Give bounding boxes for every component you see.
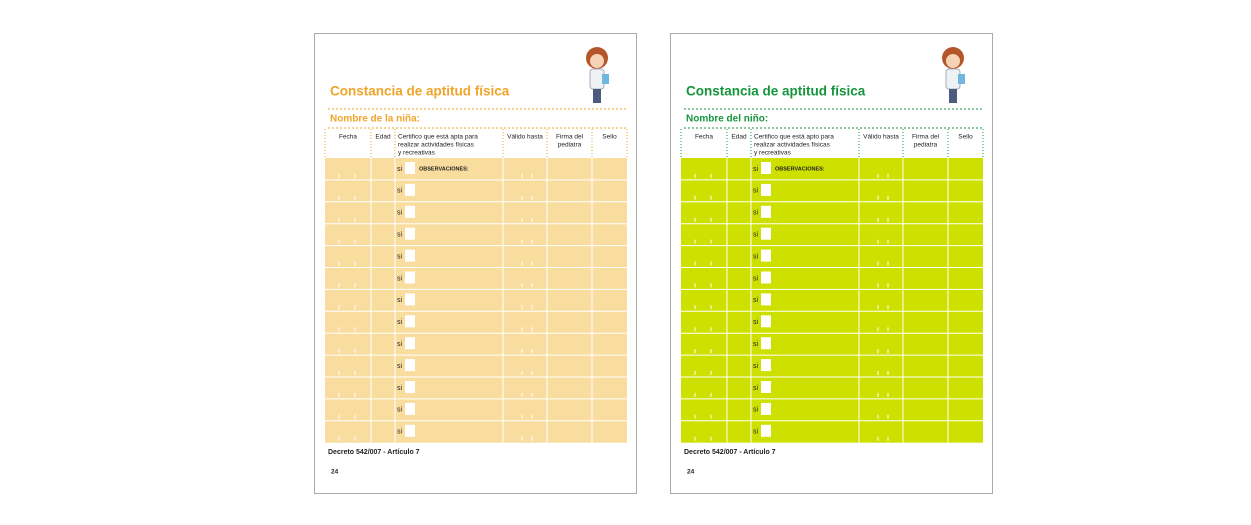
column-header: Certifico que está apto para (754, 134, 834, 141)
row-si: si (397, 407, 403, 414)
checkbox (761, 424, 771, 437)
page-title: Constancia de aptitud física (686, 84, 866, 99)
row-si: si (397, 429, 403, 436)
checkbox (405, 315, 415, 328)
page: Constancia de aptitud física Nombre de la… (314, 33, 637, 494)
column-header: Certifico que está apta para (398, 134, 478, 141)
column-header: pediatra (558, 142, 582, 149)
row-si: si (753, 385, 759, 392)
row-si: si (753, 253, 759, 260)
column-header: Firma del (556, 134, 584, 141)
checkbox (405, 183, 415, 196)
column-header: y recreativas (398, 150, 436, 157)
checkbox (761, 337, 771, 350)
checkbox (405, 162, 415, 174)
checkbox (761, 315, 771, 328)
column-header: realizar actividades físicas (398, 142, 475, 149)
row-si: si (753, 363, 759, 370)
checkbox (405, 337, 415, 350)
row-si: si (397, 253, 403, 260)
checkbox (761, 271, 771, 284)
column-header: Fecha (695, 134, 713, 141)
table-body (325, 158, 627, 443)
checkbox (761, 227, 771, 240)
column-header: Válido hasta (863, 134, 899, 141)
checkbox (761, 359, 771, 372)
column-header: Válido hasta (507, 134, 543, 141)
row-si: si (753, 231, 759, 238)
row-si: si (753, 319, 759, 326)
row-si: si (397, 166, 403, 173)
row-si: si (397, 385, 403, 392)
column-header: pediatra (914, 142, 938, 149)
row-si: si (753, 341, 759, 348)
column-header: Firma del (912, 134, 940, 141)
row-si: si (753, 166, 759, 173)
footer-text: Decreto 542/007 - Artículo 7 (684, 449, 776, 456)
checkbox (405, 402, 415, 415)
checkbox (405, 227, 415, 240)
name-label: Nombre del niño: (686, 114, 768, 125)
row-si: si (753, 275, 759, 282)
checkbox (761, 183, 771, 196)
row-si: si (397, 297, 403, 304)
figure-coat (945, 68, 961, 90)
column-header: Sello (958, 134, 973, 141)
row-si: si (397, 231, 403, 238)
column-header: y recreativas (754, 150, 792, 157)
row-si: si (753, 429, 759, 436)
figure-face (946, 54, 960, 68)
checkbox (405, 381, 415, 393)
checkbox (405, 249, 415, 262)
page-title: Constancia de aptitud física (330, 84, 510, 99)
page: Constancia de aptitud física Nombre del n… (670, 33, 993, 494)
column-header: Sello (602, 134, 617, 141)
figure-legs (593, 89, 601, 103)
row-si: si (753, 210, 759, 217)
checkbox (405, 205, 415, 218)
checkbox (405, 271, 415, 284)
row-si: si (753, 297, 759, 304)
observations-label: OBSERVACIONES: (775, 166, 825, 172)
footer-text: Decreto 542/007 - Artículo 7 (328, 449, 420, 456)
name-label: Nombre de la niña: (330, 114, 420, 125)
row-si: si (397, 188, 403, 195)
page-number: 24 (331, 469, 339, 476)
checkbox (405, 424, 415, 437)
figure-face (590, 54, 604, 68)
figure-legs (949, 89, 957, 103)
observations-label: OBSERVACIONES: (419, 166, 469, 172)
figure-clipboard (958, 74, 965, 84)
checkbox (761, 205, 771, 218)
row-si: si (397, 341, 403, 348)
table-body (681, 158, 983, 443)
checkbox (761, 162, 771, 174)
column-header: realizar actividades físicas (754, 142, 831, 149)
row-si: si (753, 407, 759, 414)
row-si: si (753, 188, 759, 195)
checkbox (405, 359, 415, 372)
checkbox (761, 293, 771, 306)
figure-coat (589, 68, 605, 90)
figure-clipboard (602, 74, 609, 84)
checkbox (761, 249, 771, 262)
row-si: si (397, 319, 403, 326)
column-header: Edad (375, 134, 391, 141)
checkbox (761, 402, 771, 415)
row-si: si (397, 275, 403, 282)
column-header: Fecha (339, 134, 357, 141)
page-number: 24 (687, 469, 695, 476)
checkbox (405, 293, 415, 306)
row-si: si (397, 210, 403, 217)
row-si: si (397, 363, 403, 370)
column-header: Edad (731, 134, 747, 141)
checkbox (761, 381, 771, 393)
